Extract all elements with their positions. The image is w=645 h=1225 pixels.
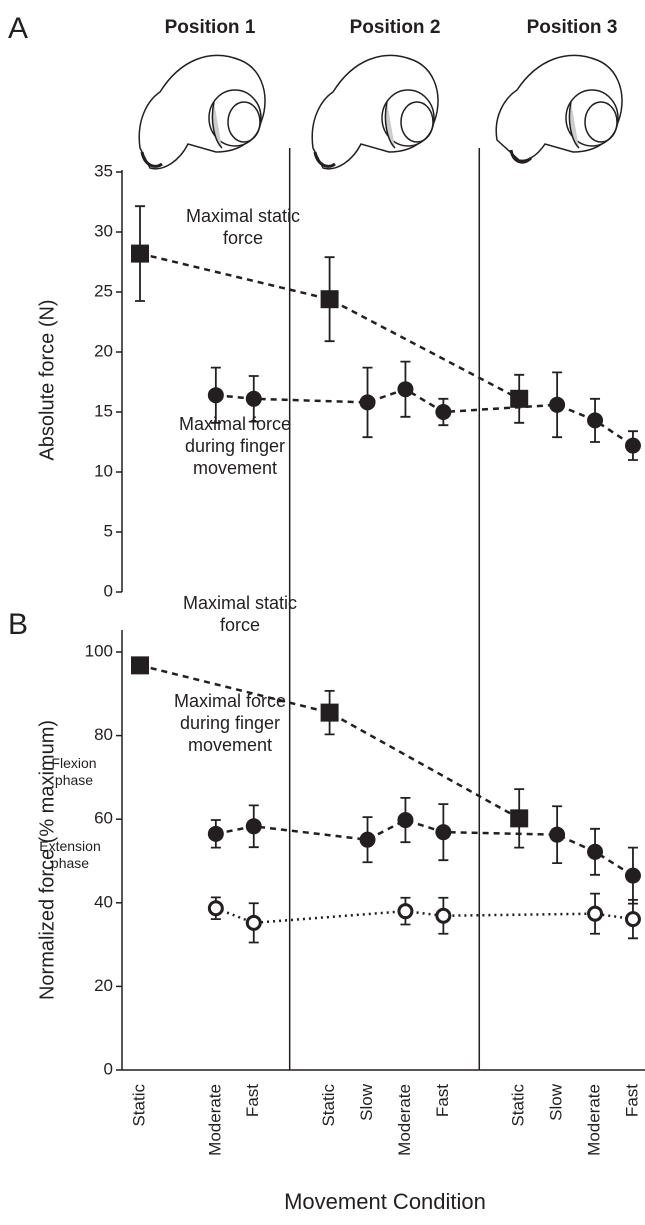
y-tick-label: 5 — [104, 521, 113, 540]
x-tick-label: Moderate — [585, 1084, 604, 1156]
marker — [245, 914, 262, 931]
x-tick-label: Moderate — [395, 1084, 414, 1156]
y-tick-label: 15 — [94, 401, 113, 420]
y-tick-label: 25 — [94, 281, 113, 300]
y-tick-label: 80 — [94, 725, 113, 744]
x-tick-label: Fast — [622, 1084, 641, 1117]
y-tick-label: 60 — [94, 809, 113, 828]
y-tick-label: 100 — [85, 641, 113, 660]
marker — [587, 412, 604, 429]
marker — [131, 244, 149, 263]
marker — [587, 843, 604, 860]
annotation: Flexion phase — [51, 755, 97, 788]
x-tick-label: Slow — [547, 1083, 566, 1121]
marker — [624, 437, 641, 454]
marker — [320, 703, 339, 722]
x-tick-label: Static — [509, 1084, 528, 1127]
position-header: Position 2 — [350, 17, 441, 38]
annotation: Maximal static force — [182, 593, 298, 635]
series-line — [215, 387, 634, 447]
marker — [320, 290, 339, 309]
marker — [510, 809, 529, 828]
marker — [624, 911, 641, 928]
position-header: Position 1 — [165, 17, 256, 38]
marker — [549, 396, 566, 413]
y-tick-label: 20 — [94, 976, 113, 995]
marker — [397, 381, 414, 398]
y-tick-label: 0 — [104, 1059, 113, 1078]
y-axis-title: Normalized force (% maximum) — [36, 720, 58, 1000]
hand — [311, 54, 439, 170]
marker — [510, 389, 529, 408]
marker — [587, 905, 604, 922]
y-tick-label: 30 — [94, 221, 113, 240]
position-header: Position 3 — [527, 17, 618, 38]
y-tick-label: 0 — [104, 581, 113, 600]
marker — [397, 812, 414, 829]
marker — [207, 825, 224, 842]
marker — [245, 818, 262, 835]
y-axis-title: Absolute force (N) — [36, 299, 58, 460]
marker — [359, 394, 376, 411]
marker — [245, 390, 262, 407]
marker — [435, 404, 452, 420]
panel-label: A — [8, 12, 28, 45]
series-line — [215, 818, 634, 877]
x-tick-label: Static — [319, 1084, 338, 1127]
x-tick-label: Static — [129, 1084, 148, 1127]
hand — [495, 54, 623, 164]
x-tick-label: Fast — [243, 1084, 262, 1117]
marker — [435, 824, 452, 841]
hand — [138, 54, 266, 170]
y-tick-label: 40 — [94, 892, 113, 911]
hand-illustrations — [138, 54, 623, 170]
series-line — [215, 907, 634, 925]
y-tick-label: 10 — [94, 461, 113, 480]
panel-label: B — [8, 608, 28, 641]
marker — [397, 903, 414, 920]
marker — [435, 907, 452, 924]
y-tick-label: 20 — [94, 341, 113, 360]
marker — [131, 656, 149, 675]
y-tick-label: 35 — [94, 161, 113, 180]
annotation: Maximal static force — [185, 206, 301, 248]
x-tick-label: Slow — [357, 1083, 376, 1121]
marker — [624, 867, 641, 884]
annotation: Extension phase — [39, 838, 101, 871]
x-axis-title: Movement Condition — [284, 1189, 486, 1214]
x-tick-label: Fast — [433, 1084, 452, 1117]
marker — [207, 387, 224, 404]
marker — [207, 900, 224, 917]
annotation: Maximal force during finger movement — [178, 414, 292, 478]
marker — [359, 831, 376, 848]
annotation: Maximal force during finger movement — [173, 691, 287, 755]
x-tick-label: Moderate — [205, 1084, 224, 1156]
marker — [549, 826, 566, 843]
